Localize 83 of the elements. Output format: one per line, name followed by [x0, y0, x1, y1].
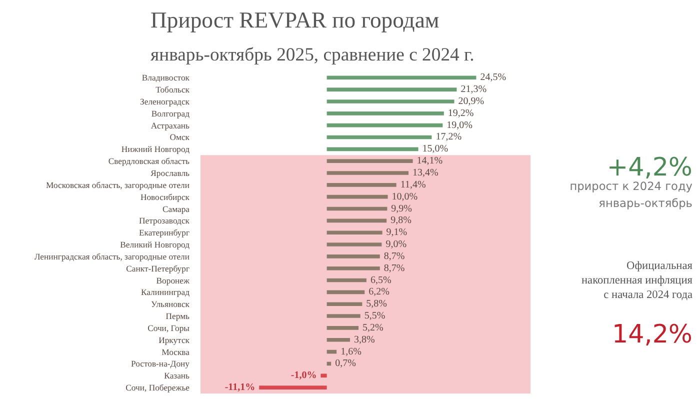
data-label: 19,0%	[446, 120, 473, 131]
data-label: -11,1%	[224, 382, 256, 394]
data-label: 20,9%	[458, 96, 484, 107]
bar	[326, 159, 413, 163]
bar	[326, 278, 366, 282]
bar	[326, 218, 387, 223]
bar	[326, 302, 362, 306]
data-label: 21,3%	[460, 84, 487, 96]
y-tick-label: Ростов-на-Дону	[131, 358, 190, 369]
y-tick-label: Омск	[170, 132, 190, 142]
chart-title: Прирост REVPAR по городам	[150, 8, 440, 32]
y-tick-label: Самара	[162, 204, 190, 214]
y-tick-label: Московская область, загородные отели	[46, 180, 190, 190]
data-label: -1,0%	[290, 370, 317, 382]
y-tick-label: Екатеринбург	[139, 228, 190, 238]
y-tick-label: Воронеж	[156, 275, 191, 286]
y-tick-label: Свердловская область	[108, 156, 190, 166]
data-label: 3,8%	[354, 334, 375, 346]
bar	[326, 326, 359, 330]
data-label: 6,5%	[370, 274, 392, 286]
bar	[326, 206, 388, 211]
y-tick-label: Москва	[162, 346, 190, 357]
y-tick-label: Ульяновск	[151, 299, 190, 310]
data-label: 19,2%	[448, 108, 474, 119]
data-label: 5,5%	[364, 310, 386, 322]
y-tick-label: Тобольск	[156, 84, 190, 95]
chart-subtitle: январь-октябрь 2025, сравнение с 2024 г.	[150, 44, 474, 66]
text: Официальная накопленная инфляция с начала 2024 года	[582, 260, 693, 301]
y-tick-label: Владивосток	[142, 72, 190, 83]
bar	[326, 314, 360, 318]
y-tick-label: Ленинградская область, загородные отели	[34, 251, 190, 262]
bar	[320, 374, 327, 378]
bar	[326, 123, 443, 128]
bar	[326, 290, 365, 294]
data-label: 6,2%	[368, 286, 390, 298]
data-label: 9,9%	[391, 203, 412, 214]
bar	[326, 171, 409, 175]
bar	[326, 242, 382, 246]
data-label: 9,8%	[390, 215, 412, 226]
bar	[326, 147, 418, 152]
data-label: 9,1%	[386, 227, 408, 238]
data-label: 24,5%	[480, 72, 506, 84]
bar	[326, 254, 380, 258]
y-tick-label: Пермь	[166, 311, 190, 322]
data-label: 10,0%	[392, 191, 418, 202]
bar	[326, 112, 444, 116]
data-label: 13,4%	[412, 168, 438, 178]
y-tick-label: Великий Новгород	[120, 240, 190, 250]
bar	[326, 266, 380, 270]
y-tick-label: Казань	[164, 370, 190, 381]
y-tick-label: Петрозаводск	[139, 216, 190, 226]
bar	[326, 230, 382, 235]
y-tick-label: Санкт-Петербург	[126, 263, 190, 274]
y-tick-label: Нижний Новгород	[121, 144, 190, 154]
bar	[326, 76, 476, 80]
bar	[326, 194, 388, 199]
y-tick-label: Сочи, Горы	[148, 322, 190, 333]
data-label: 5,8%	[366, 298, 388, 310]
data-label: 9,0%	[386, 239, 407, 250]
bar	[326, 88, 457, 92]
y-tick-label: Ярославль	[150, 168, 190, 178]
text: 14,2%	[612, 318, 693, 348]
data-label: 17,2%	[436, 132, 462, 143]
y-tick-label: Сочи, Побережье	[126, 382, 190, 393]
y-tick-label: Зеленоградск	[140, 96, 190, 106]
bar	[326, 100, 454, 104]
data-label: 0,7%	[335, 358, 356, 370]
bar	[326, 183, 396, 187]
data-label: 11,4%	[400, 179, 426, 190]
data-label: 14,1%	[416, 156, 443, 167]
bar	[259, 386, 327, 390]
data-label: 8,7%	[384, 262, 405, 274]
y-tick-label: Новосибирск	[140, 192, 190, 202]
y-tick-label: Астрахань	[150, 120, 190, 130]
y-tick-label: Калининград	[140, 287, 190, 298]
data-label: 8,7%	[384, 250, 405, 262]
bar	[326, 135, 432, 140]
data-label: 1,6%	[340, 346, 362, 358]
bar	[326, 338, 350, 342]
y-tick-label: Иркутск	[158, 334, 190, 345]
data-label: 15,0%	[422, 144, 448, 155]
data-label: 5,2%	[362, 322, 384, 334]
y-tick-label: Волгоград	[151, 108, 190, 118]
